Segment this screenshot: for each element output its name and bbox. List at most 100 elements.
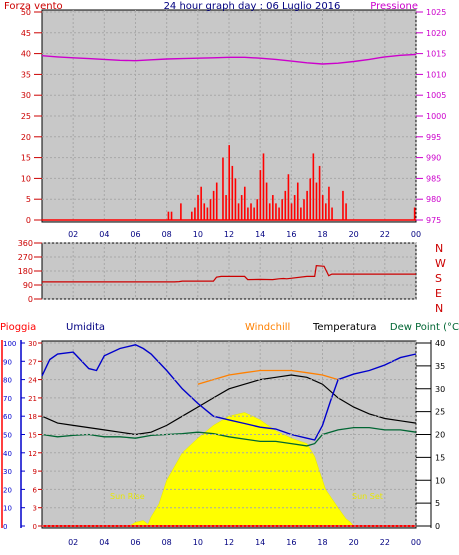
temp-tick-label: 5 bbox=[435, 499, 440, 508]
wind-bar bbox=[345, 203, 347, 220]
temperature-legend: Temperatura bbox=[312, 322, 377, 333]
wind-bar bbox=[303, 199, 305, 220]
humidity-tick-label: 70 bbox=[3, 395, 12, 403]
x-tick-label: 22 bbox=[380, 230, 390, 239]
x-tick-label: 20 bbox=[349, 538, 359, 547]
humidity-tick-label: 10 bbox=[3, 505, 12, 513]
rain-tick-label: 0 bbox=[33, 523, 37, 531]
temp-tick-label: 10 bbox=[435, 476, 445, 485]
humidity-tick-label: 60 bbox=[3, 413, 12, 421]
y2-tick-label: 1005 bbox=[426, 91, 446, 100]
y-tick-label: 360 bbox=[18, 239, 33, 248]
y2-tick-label: 985 bbox=[426, 174, 441, 183]
humidity-tick-label: 80 bbox=[3, 377, 12, 385]
x-tick-label: 10 bbox=[193, 230, 203, 239]
rain-tick-label: 21 bbox=[28, 395, 37, 403]
y-tick-label: 90 bbox=[23, 281, 33, 290]
wind-bar bbox=[225, 195, 227, 220]
wind-bar bbox=[312, 153, 315, 220]
wind-bar bbox=[256, 199, 259, 220]
wind-bar bbox=[272, 195, 274, 220]
y-tick-label: 25 bbox=[21, 112, 31, 121]
y-tick-label: 30 bbox=[21, 91, 31, 100]
x-tick-label: 14 bbox=[255, 230, 265, 239]
y2-tick-label: 1000 bbox=[426, 112, 446, 121]
temp-tick-label: 35 bbox=[435, 362, 445, 371]
wind-bar bbox=[231, 165, 234, 220]
wind-direction-line bbox=[42, 264, 416, 283]
y-tick-label: 5 bbox=[26, 195, 31, 204]
wind-bar bbox=[315, 182, 318, 220]
wind-bar bbox=[281, 199, 283, 220]
wind-bar bbox=[296, 182, 299, 220]
rain-tick-label: 3 bbox=[33, 505, 37, 513]
rain-tick-label: 24 bbox=[28, 377, 37, 385]
y2-tick-label: 1015 bbox=[426, 50, 446, 59]
temp-humidity-chart: 0102030405060708090100036912151821242730… bbox=[1, 339, 445, 547]
y2-tick-label: 980 bbox=[426, 195, 441, 204]
wind-bar bbox=[278, 207, 280, 220]
compass-label: N bbox=[435, 302, 443, 315]
rain-tick-label: 15 bbox=[28, 432, 37, 440]
sunset-label: Sun Set bbox=[352, 492, 383, 501]
compass-label: S bbox=[435, 272, 442, 285]
y-tick-label: 0 bbox=[28, 295, 33, 304]
x-tick-label: 16 bbox=[286, 230, 296, 239]
temp-tick-label: 40 bbox=[435, 339, 445, 348]
wind-label: Forza vento bbox=[4, 1, 63, 12]
x-tick-label: 06 bbox=[130, 538, 140, 547]
rain-tick-label: 30 bbox=[28, 340, 37, 348]
y-tick-label: 35 bbox=[21, 70, 31, 79]
wind-bar bbox=[328, 186, 330, 220]
x-tick-label: 12 bbox=[224, 230, 234, 239]
wind-bar bbox=[191, 211, 193, 220]
wind-bar bbox=[268, 203, 271, 220]
wind-bar bbox=[194, 207, 196, 220]
x-tick-label: 14 bbox=[255, 538, 265, 547]
rain-tick-label: 12 bbox=[28, 450, 37, 458]
temp-tick-label: 30 bbox=[435, 385, 445, 394]
wind-bar bbox=[325, 203, 327, 220]
humidity-tick-label: 40 bbox=[3, 450, 12, 458]
y-tick-label: 20 bbox=[21, 133, 31, 142]
wind-bar bbox=[206, 207, 209, 220]
wind-bar bbox=[170, 211, 173, 220]
x-tick-label: 04 bbox=[99, 538, 109, 547]
wind-bar bbox=[342, 190, 344, 220]
wind-bar bbox=[262, 153, 265, 220]
x-tick-label: 18 bbox=[317, 538, 327, 547]
humidity-tick-label: 20 bbox=[3, 486, 12, 494]
rain-tick-label: 18 bbox=[28, 413, 37, 421]
wind-bar bbox=[209, 199, 212, 220]
y2-tick-label: 995 bbox=[426, 133, 441, 142]
x-tick-label: 02 bbox=[68, 538, 78, 547]
x-tick-label: 06 bbox=[130, 230, 140, 239]
pressure-label: Pressione bbox=[370, 1, 418, 12]
x-tick-label: 16 bbox=[286, 538, 296, 547]
wind-bar bbox=[200, 186, 202, 220]
x-tick-label: 04 bbox=[99, 230, 109, 239]
y2-tick-label: 1010 bbox=[426, 70, 446, 79]
humidity-legend: Umidita bbox=[66, 322, 105, 333]
humidity-tick-label: 90 bbox=[3, 358, 12, 366]
temp-tick-label: 0 bbox=[435, 522, 440, 531]
temp-tick-label: 15 bbox=[435, 453, 445, 462]
y-tick-label: 180 bbox=[18, 267, 33, 276]
x-tick-label: 02 bbox=[68, 230, 78, 239]
x-tick-label: 20 bbox=[349, 230, 359, 239]
pressure-line bbox=[41, 53, 417, 65]
wind-bar bbox=[203, 203, 206, 220]
y2-tick-label: 975 bbox=[426, 216, 441, 225]
wind-bar bbox=[247, 207, 249, 220]
y2-tick-label: 990 bbox=[426, 154, 441, 163]
wind-bar bbox=[237, 203, 240, 220]
wind-bar bbox=[300, 207, 302, 220]
temperature-line bbox=[41, 374, 417, 436]
wind-bar bbox=[259, 170, 262, 220]
rain-tick-label: 6 bbox=[33, 486, 38, 494]
humidity-tick-label: 100 bbox=[3, 340, 16, 348]
humidity-tick-label: 0 bbox=[3, 523, 7, 531]
rain-tick-label: 27 bbox=[28, 358, 37, 366]
